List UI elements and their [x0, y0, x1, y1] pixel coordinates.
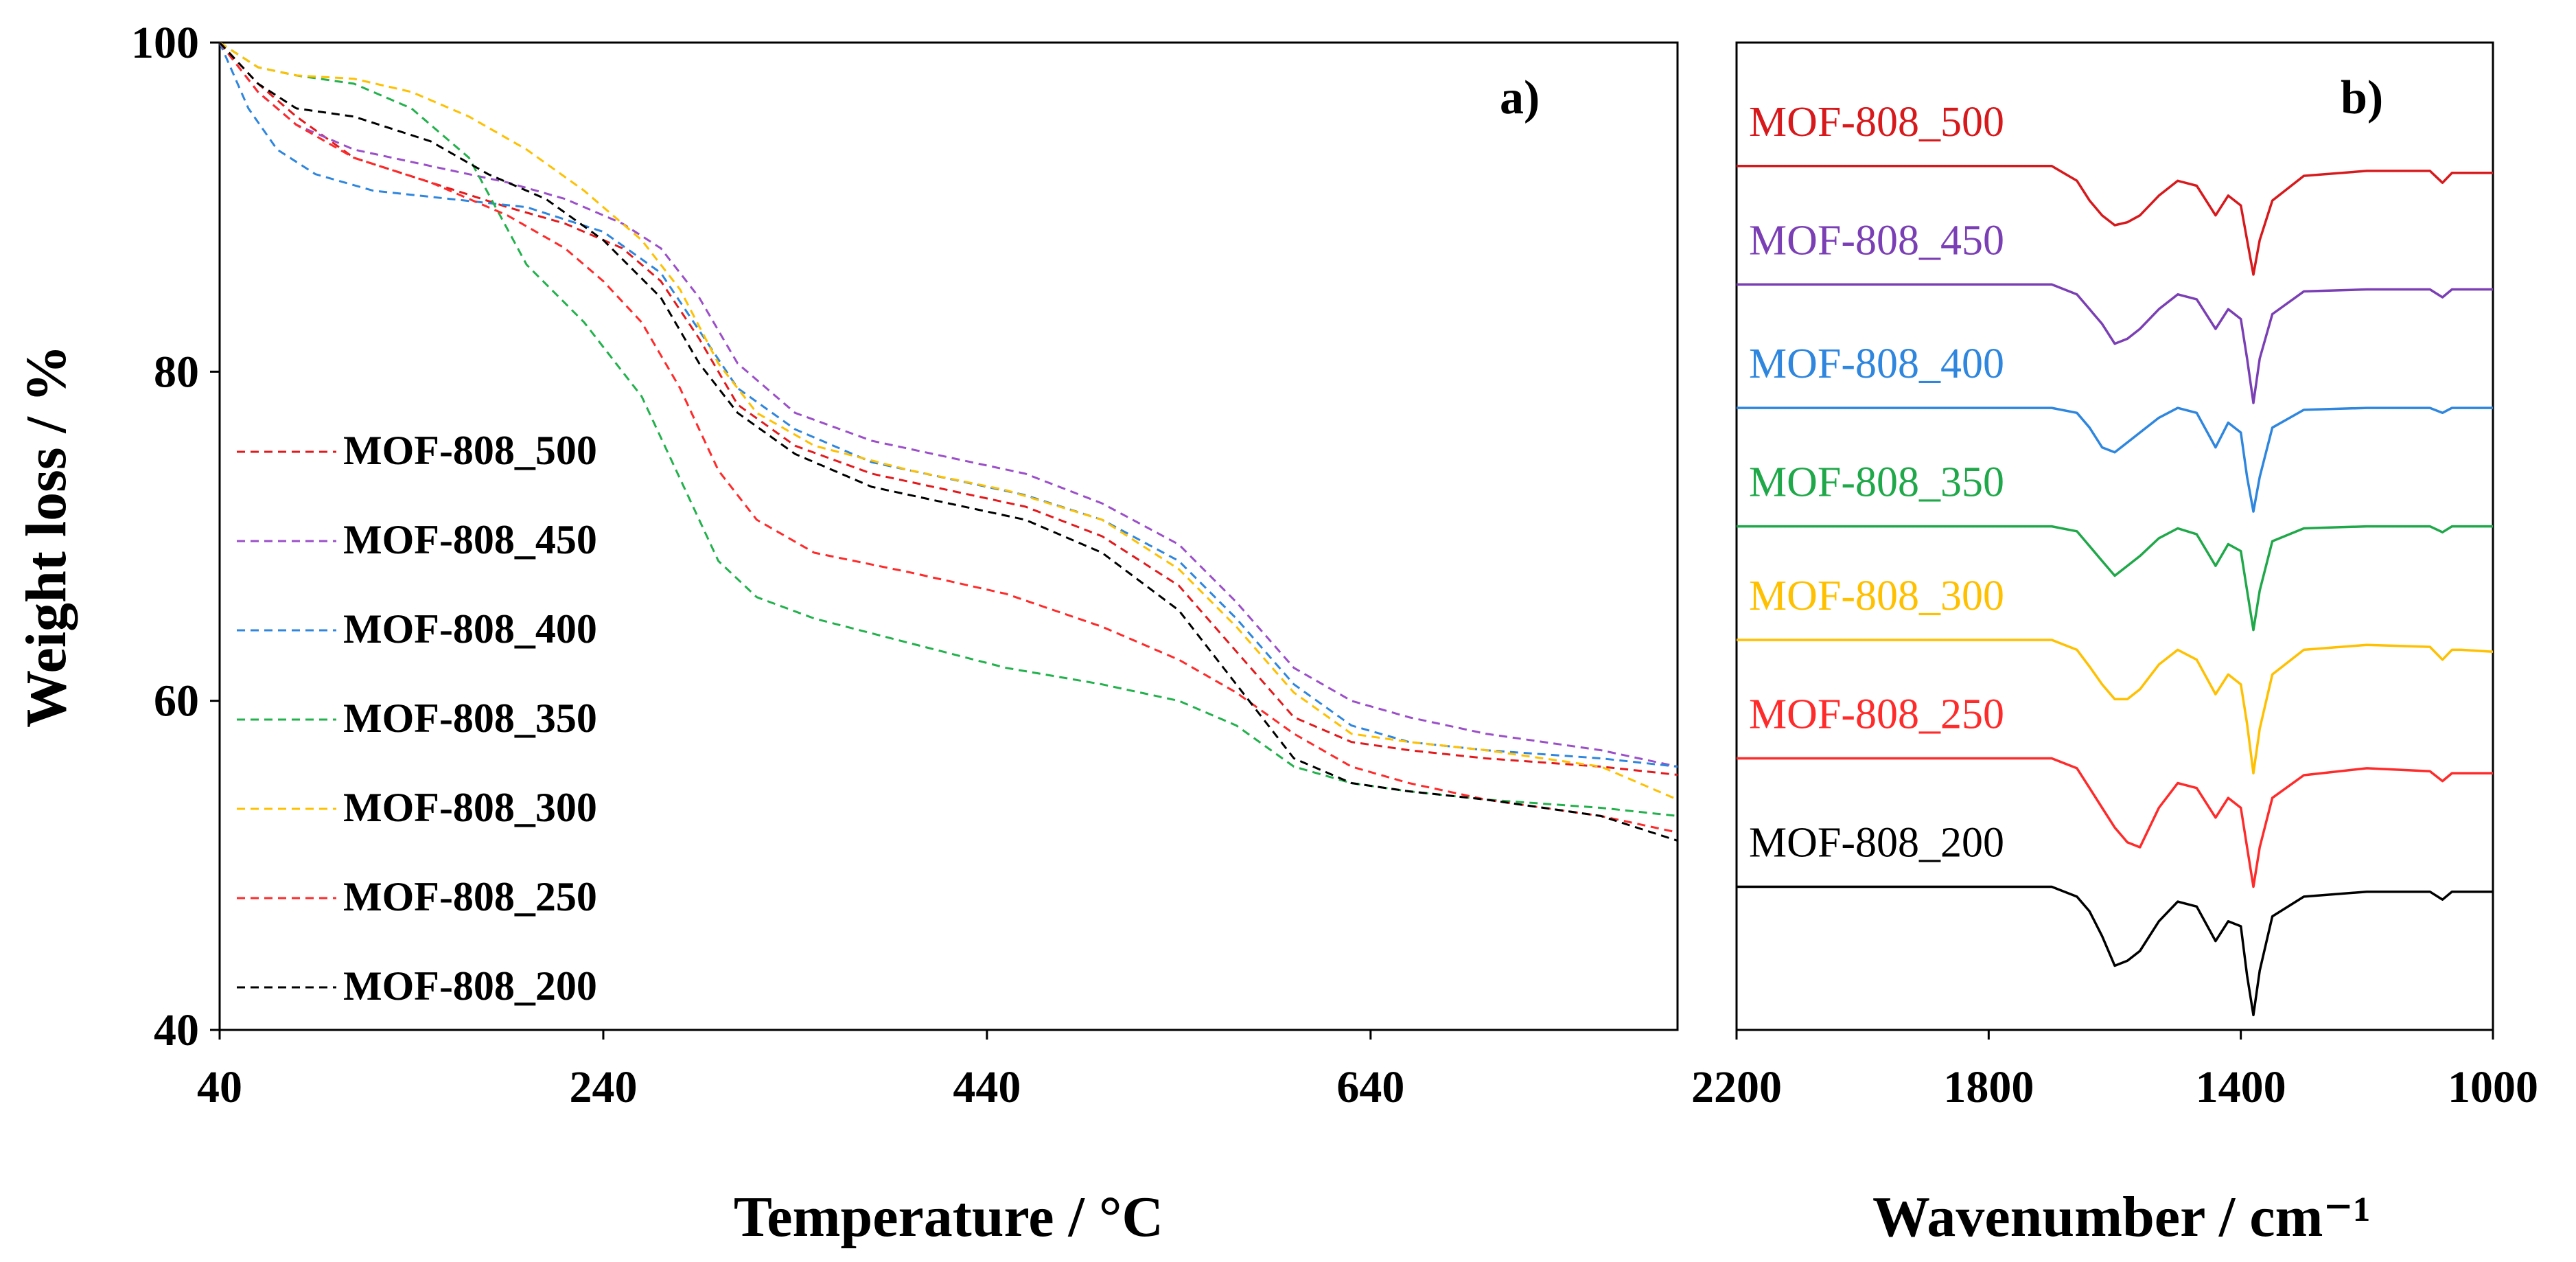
legend-label: MOF-808_450: [343, 517, 597, 562]
ftir-spectrum-mof-808-200: [1737, 885, 2493, 1017]
tga-y-tick-label: 40: [154, 1005, 199, 1055]
legend-entry-mof-808-400: MOF-808_400: [237, 606, 597, 652]
legend-entry-mof-808-450: MOF-808_450: [237, 517, 597, 562]
tga-x-tick-label: 440: [953, 1062, 1021, 1112]
tga-x-tick-label: 640: [1336, 1062, 1404, 1112]
tga-line-mof-808-250: [218, 42, 1678, 834]
tga-line-mof-808-450: [218, 42, 1678, 768]
ftir-label-mof-808-200: MOF-808_200: [1749, 819, 2004, 866]
ftir-x-tick-label: 1400: [2196, 1062, 2286, 1112]
ftir-spectrum-mof-808-300: [1737, 639, 2494, 775]
ftir-tick-labels: 2200 1800 1400 1000: [1691, 1062, 2538, 1112]
ftir-plot-frame: [1735, 41, 2494, 1031]
ftir-panel: 2200 1800 1400 1000 MOF-808_500MOF-808_450M…: [1691, 41, 2538, 1249]
ftir-series-labels: MOF-808_500 MOF-808_450 MOF-808_400 MOF-808…: [1749, 99, 2004, 867]
ftir-label-mof-808-450: MOF-808_450: [1749, 217, 2004, 264]
tga-x-tick-label: 240: [569, 1062, 637, 1112]
tga-axis-ticks: [210, 41, 1372, 1040]
tga-line-mof-808-350: [219, 41, 1678, 817]
tga-legend: MOF-808_500 MOF-808_450 MOF-808_400 MOF-808…: [237, 428, 597, 1009]
tga-plot-frame: [218, 41, 1679, 1031]
ftir-label-mof-808-500: MOF-808_500: [1749, 99, 2004, 146]
tga-x-axis-title: Temperature / °C: [734, 1185, 1163, 1249]
tga-line-mof-808-200: [218, 41, 1678, 842]
tga-line-mof-808-500: [218, 41, 1678, 776]
tga-series-lines: [218, 41, 1678, 842]
tga-line-mof-808-300: [219, 41, 1678, 801]
ftir-axis-ticks: [1735, 1030, 2494, 1040]
tga-y-tick-label: 100: [131, 18, 199, 68]
tga-x-tick-label: 40: [197, 1062, 242, 1112]
ftir-x-tick-label: 1000: [2448, 1062, 2538, 1112]
ftir-spectrum-mof-808-450: [1737, 283, 2493, 404]
tga-y-tick-label: 60: [154, 676, 199, 726]
ftir-x-axis-title: Wavenumber / cm⁻¹: [1872, 1185, 2371, 1249]
ftir-panel-label: b): [2341, 71, 2383, 124]
ftir-spectrum-mof-808-400: [1737, 406, 2493, 513]
legend-label: MOF-808_300: [343, 785, 597, 830]
tga-line-mof-808-400: [218, 42, 1678, 768]
legend-entry-mof-808-500: MOF-808_500: [237, 428, 597, 473]
ftir-label-mof-808-350: MOF-808_350: [1749, 459, 2004, 506]
legend-label: MOF-808_500: [343, 428, 597, 473]
legend-entry-mof-808-350: MOF-808_350: [237, 696, 597, 741]
ftir-spectrum-mof-808-350: [1737, 525, 2493, 632]
tga-y-axis-title: Weight loss / %: [14, 345, 78, 728]
legend-entry-mof-808-250: MOF-808_250: [237, 874, 597, 919]
tga-y-tick-label: 80: [154, 347, 199, 397]
ftir-series-lines: [1737, 165, 2494, 1017]
legend-entry-mof-808-200: MOF-808_200: [237, 963, 597, 1009]
legend-label: MOF-808_250: [343, 874, 597, 919]
ftir-x-tick-label: 1800: [1943, 1062, 2034, 1112]
legend-entry-mof-808-300: MOF-808_300: [237, 785, 597, 830]
legend-label: MOF-808_200: [343, 963, 597, 1009]
legend-label: MOF-808_400: [343, 606, 597, 652]
ftir-spectrum-mof-808-250: [1737, 757, 2493, 888]
ftir-label-mof-808-300: MOF-808_300: [1749, 573, 2004, 619]
ftir-x-tick-label: 2200: [1691, 1062, 1782, 1112]
tga-panel-label: a): [1500, 71, 1540, 124]
ftir-label-mof-808-250: MOF-808_250: [1749, 691, 2004, 738]
ftir-label-mof-808-400: MOF-808_400: [1749, 341, 2004, 387]
ftir-spectrum-mof-808-500: [1737, 165, 2493, 276]
legend-label: MOF-808_350: [343, 696, 597, 741]
tga-tick-labels: 40 240 440 640 40 60 80 100: [131, 18, 1404, 1112]
